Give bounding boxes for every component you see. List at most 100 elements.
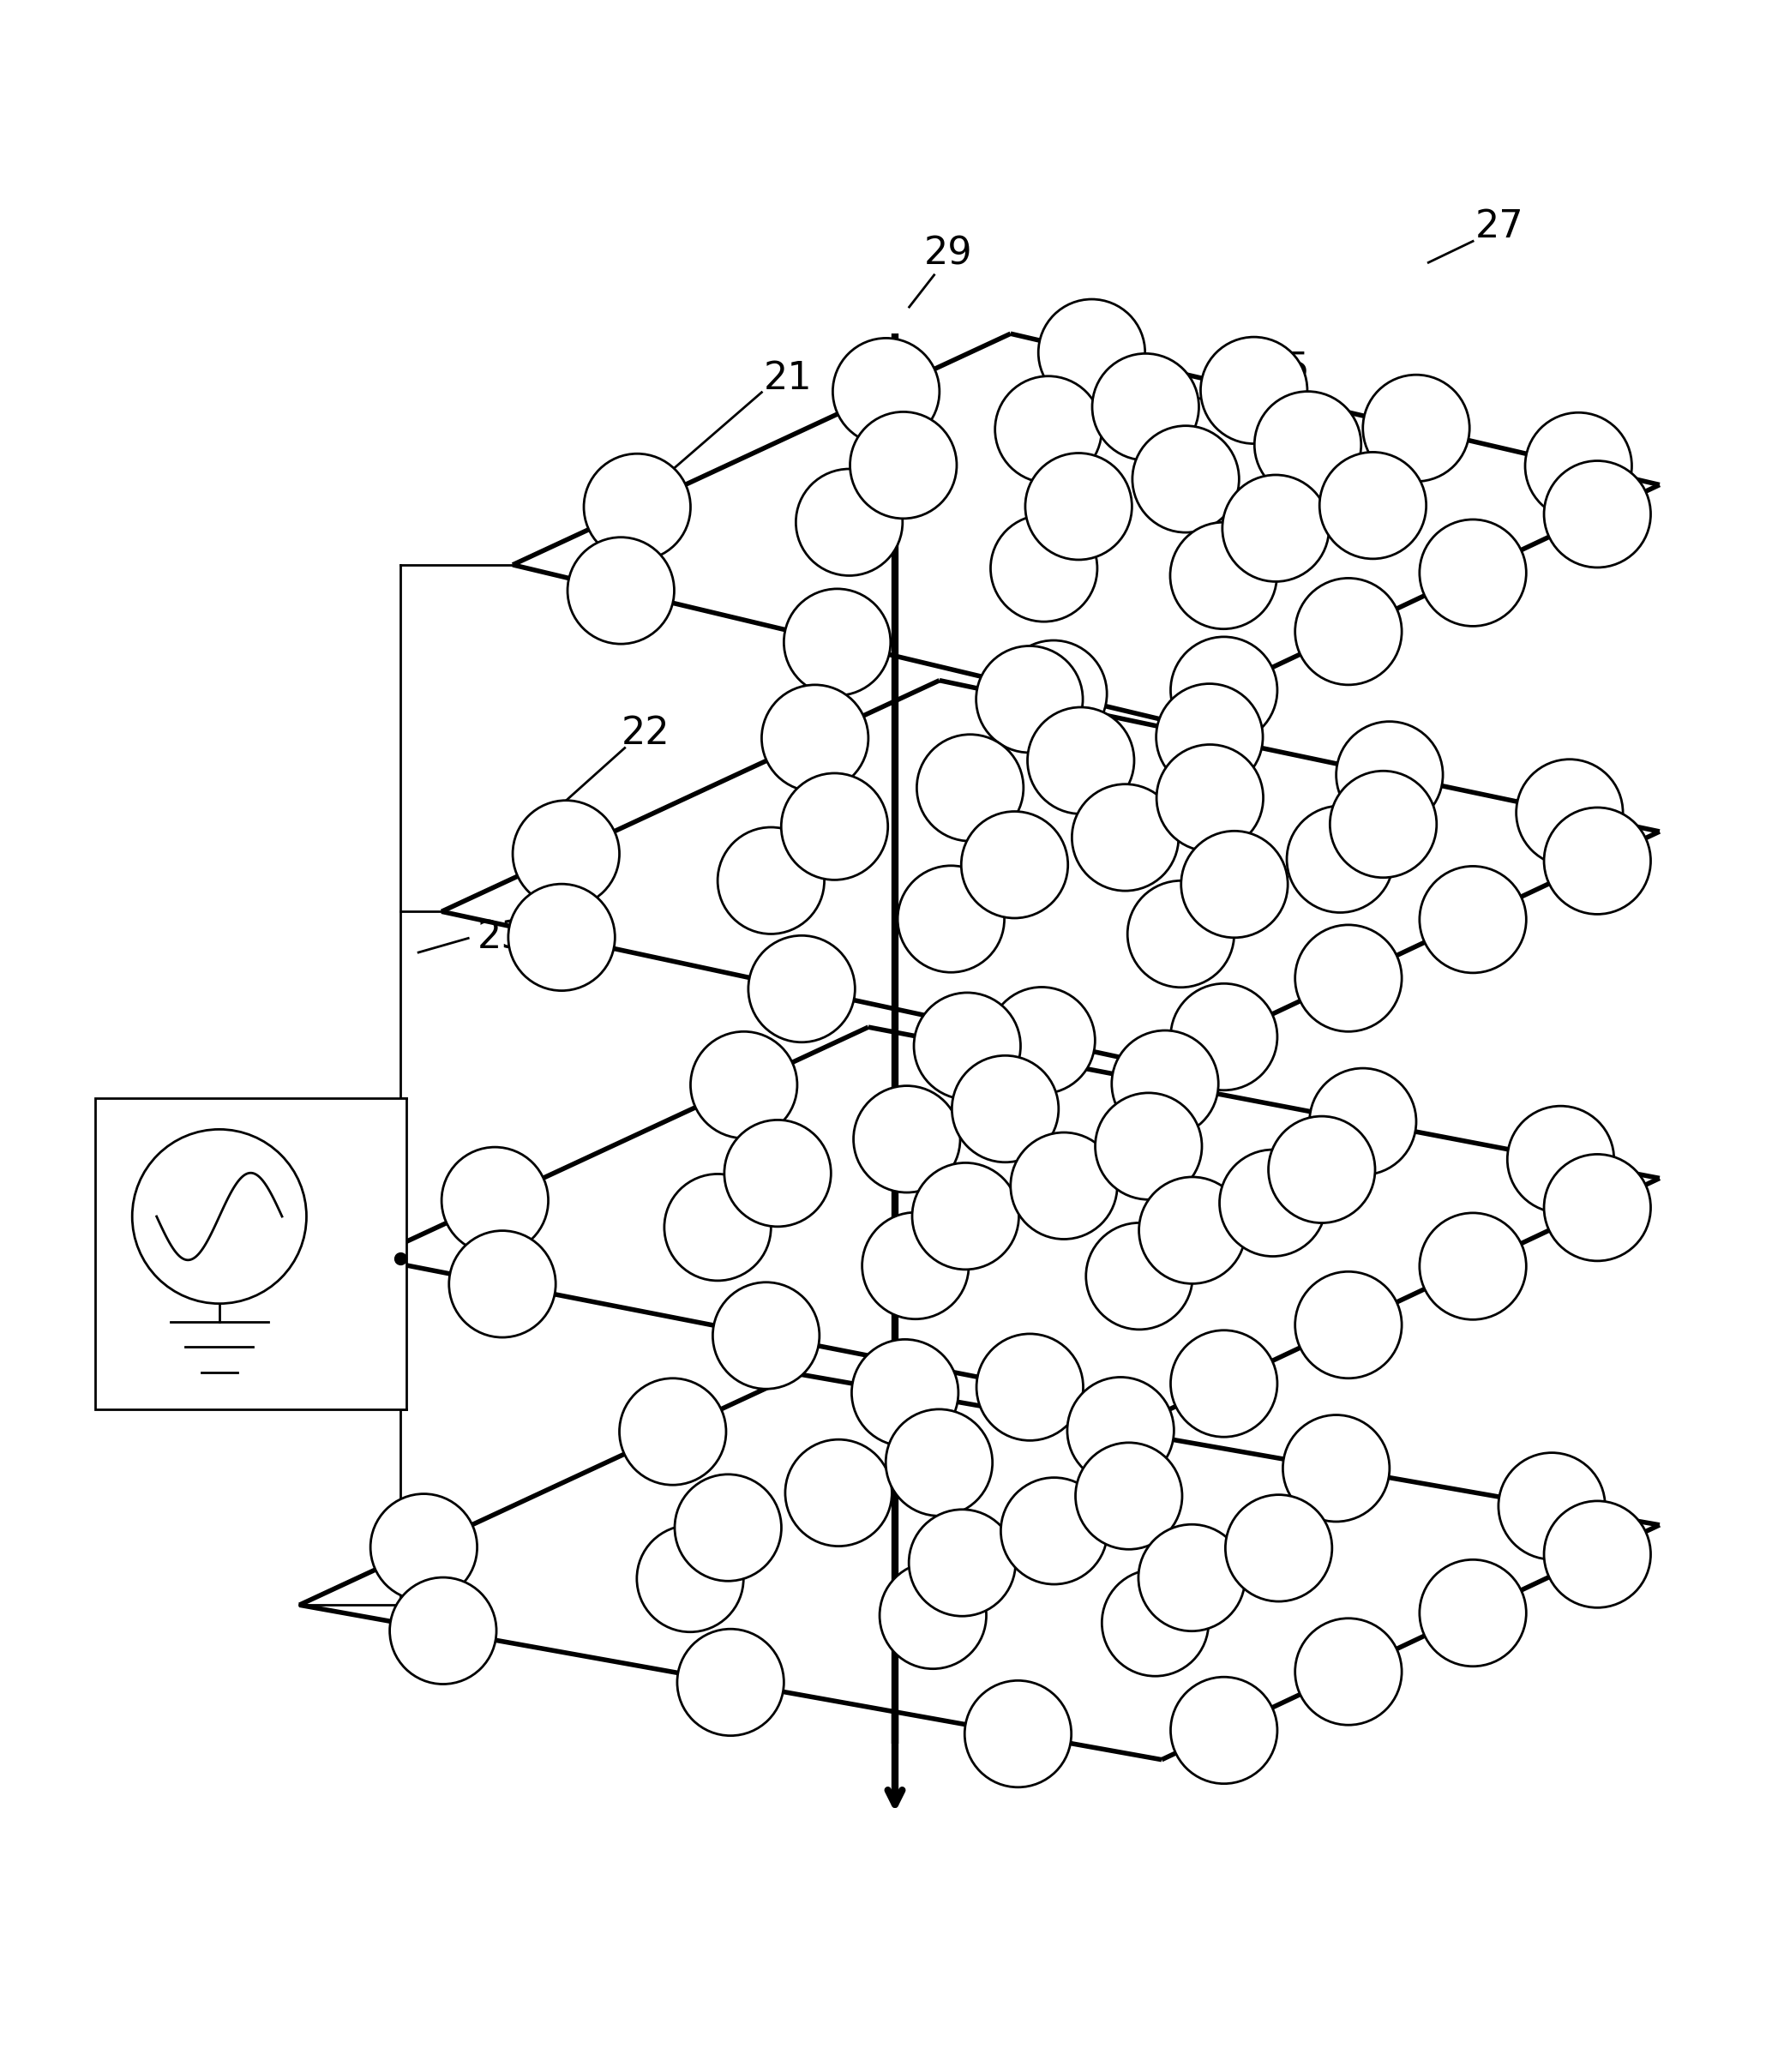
- Circle shape: [988, 986, 1095, 1094]
- Circle shape: [761, 686, 868, 792]
- Circle shape: [976, 646, 1083, 752]
- Circle shape: [1171, 522, 1276, 630]
- Circle shape: [852, 1339, 958, 1446]
- Circle shape: [1545, 1154, 1650, 1262]
- Circle shape: [1498, 1452, 1606, 1560]
- Circle shape: [1269, 1117, 1375, 1222]
- Circle shape: [832, 338, 940, 445]
- Circle shape: [886, 1409, 992, 1517]
- Circle shape: [1223, 474, 1328, 582]
- Circle shape: [1156, 744, 1264, 852]
- Circle shape: [797, 468, 902, 576]
- Circle shape: [1255, 392, 1360, 497]
- Circle shape: [965, 1680, 1072, 1788]
- Circle shape: [1067, 1378, 1174, 1484]
- Circle shape: [1026, 454, 1131, 559]
- Circle shape: [1507, 1106, 1615, 1212]
- Circle shape: [1171, 984, 1278, 1090]
- Circle shape: [1226, 1494, 1332, 1602]
- Circle shape: [854, 1086, 959, 1193]
- Circle shape: [1516, 758, 1624, 866]
- Circle shape: [879, 1562, 986, 1668]
- Circle shape: [675, 1475, 782, 1581]
- Circle shape: [1419, 866, 1527, 974]
- Circle shape: [1072, 783, 1178, 891]
- Circle shape: [449, 1231, 555, 1336]
- Circle shape: [1027, 707, 1135, 814]
- Circle shape: [1296, 1618, 1402, 1726]
- Circle shape: [442, 1148, 548, 1254]
- Circle shape: [863, 1212, 968, 1320]
- Circle shape: [1133, 425, 1239, 533]
- Circle shape: [990, 516, 1097, 622]
- Circle shape: [977, 1334, 1083, 1440]
- Circle shape: [897, 866, 1004, 972]
- Circle shape: [1362, 375, 1470, 481]
- Circle shape: [1171, 1330, 1278, 1438]
- Circle shape: [512, 800, 619, 908]
- Circle shape: [371, 1494, 478, 1600]
- Circle shape: [1181, 831, 1287, 939]
- Circle shape: [748, 937, 856, 1042]
- Text: 21: 21: [764, 361, 813, 396]
- Circle shape: [619, 1378, 727, 1486]
- Circle shape: [1171, 1676, 1278, 1784]
- Circle shape: [1419, 1212, 1527, 1320]
- Circle shape: [1296, 1272, 1402, 1378]
- Circle shape: [1087, 1222, 1192, 1330]
- Text: 22: 22: [621, 715, 671, 752]
- Circle shape: [712, 1283, 820, 1388]
- Text: 25: 25: [1262, 350, 1310, 387]
- Circle shape: [1171, 636, 1278, 744]
- Circle shape: [1138, 1177, 1246, 1285]
- Circle shape: [1001, 1477, 1108, 1585]
- Circle shape: [913, 1162, 1019, 1270]
- Circle shape: [850, 412, 956, 518]
- Circle shape: [1092, 354, 1199, 460]
- Circle shape: [1287, 806, 1393, 912]
- Text: 27: 27: [1475, 209, 1523, 244]
- Circle shape: [718, 827, 825, 934]
- Circle shape: [132, 1129, 306, 1303]
- Circle shape: [909, 1510, 1015, 1616]
- Circle shape: [691, 1032, 797, 1138]
- Circle shape: [664, 1175, 771, 1280]
- Circle shape: [1128, 881, 1233, 988]
- Circle shape: [1545, 1500, 1650, 1608]
- Circle shape: [1103, 1569, 1208, 1676]
- Circle shape: [1201, 338, 1307, 443]
- Circle shape: [1296, 578, 1402, 686]
- Circle shape: [1001, 640, 1106, 748]
- Circle shape: [1219, 1150, 1326, 1256]
- Circle shape: [1335, 721, 1443, 829]
- Circle shape: [786, 1440, 891, 1546]
- Text: 23: 23: [478, 920, 526, 957]
- Circle shape: [677, 1629, 784, 1736]
- Bar: [95, 1098, 406, 1409]
- Circle shape: [1011, 1133, 1117, 1239]
- Circle shape: [1310, 1069, 1416, 1175]
- Circle shape: [1138, 1525, 1246, 1631]
- Circle shape: [1545, 460, 1650, 568]
- Circle shape: [390, 1577, 496, 1685]
- Circle shape: [1038, 298, 1146, 406]
- Circle shape: [584, 454, 691, 559]
- Circle shape: [1296, 924, 1402, 1032]
- Circle shape: [1112, 1030, 1219, 1138]
- Circle shape: [1156, 684, 1262, 789]
- Circle shape: [1076, 1442, 1181, 1550]
- Circle shape: [1330, 771, 1437, 879]
- Circle shape: [1319, 452, 1427, 559]
- Circle shape: [1419, 520, 1527, 626]
- Circle shape: [508, 885, 616, 990]
- Text: 29: 29: [924, 236, 972, 271]
- Circle shape: [916, 733, 1024, 841]
- Circle shape: [780, 773, 888, 881]
- Circle shape: [784, 588, 891, 696]
- Circle shape: [1419, 1560, 1527, 1666]
- Circle shape: [637, 1525, 743, 1633]
- Circle shape: [1095, 1092, 1201, 1200]
- Circle shape: [1283, 1415, 1389, 1521]
- Circle shape: [915, 992, 1020, 1100]
- Circle shape: [1545, 808, 1650, 914]
